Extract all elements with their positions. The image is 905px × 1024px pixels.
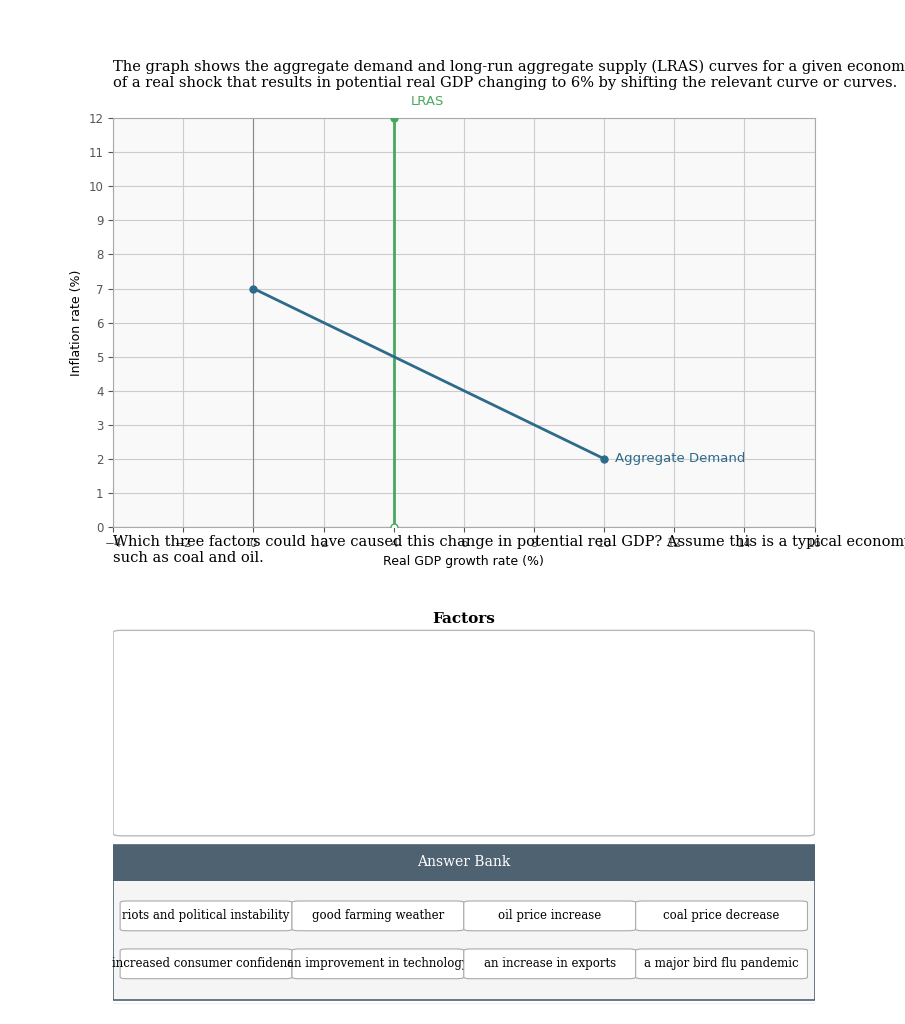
FancyBboxPatch shape — [113, 845, 814, 881]
Text: an improvement in technology: an improvement in technology — [287, 957, 469, 971]
FancyBboxPatch shape — [463, 949, 635, 979]
FancyBboxPatch shape — [292, 949, 463, 979]
Text: The graph shows the aggregate demand and long-run aggregate supply (LRAS) curves: The graph shows the aggregate demand and… — [113, 59, 905, 90]
FancyBboxPatch shape — [120, 901, 292, 931]
FancyBboxPatch shape — [463, 901, 635, 931]
Text: riots and political instability: riots and political instability — [122, 909, 290, 923]
Text: coal price decrease: coal price decrease — [663, 909, 780, 923]
Text: Factors: Factors — [433, 611, 495, 626]
FancyBboxPatch shape — [292, 901, 463, 931]
Text: oil price increase: oil price increase — [498, 909, 601, 923]
FancyBboxPatch shape — [113, 845, 814, 1000]
Text: good farming weather: good farming weather — [311, 909, 444, 923]
Text: increased consumer confidence: increased consumer confidence — [111, 957, 300, 971]
X-axis label: Real GDP growth rate (%): Real GDP growth rate (%) — [384, 555, 544, 568]
FancyBboxPatch shape — [120, 949, 292, 979]
Text: a major bird flu pandemic: a major bird flu pandemic — [644, 957, 799, 971]
Text: Which three factors could have caused this change in potential real GDP? Assume : Which three factors could have caused th… — [113, 535, 905, 565]
FancyBboxPatch shape — [113, 631, 814, 836]
FancyBboxPatch shape — [635, 949, 807, 979]
Text: LRAS: LRAS — [411, 95, 444, 109]
Text: Answer Bank: Answer Bank — [417, 855, 510, 869]
Text: Aggregate Demand: Aggregate Demand — [614, 453, 745, 465]
FancyBboxPatch shape — [635, 901, 807, 931]
Y-axis label: Inflation rate (%): Inflation rate (%) — [70, 269, 83, 376]
Text: an increase in exports: an increase in exports — [483, 957, 615, 971]
